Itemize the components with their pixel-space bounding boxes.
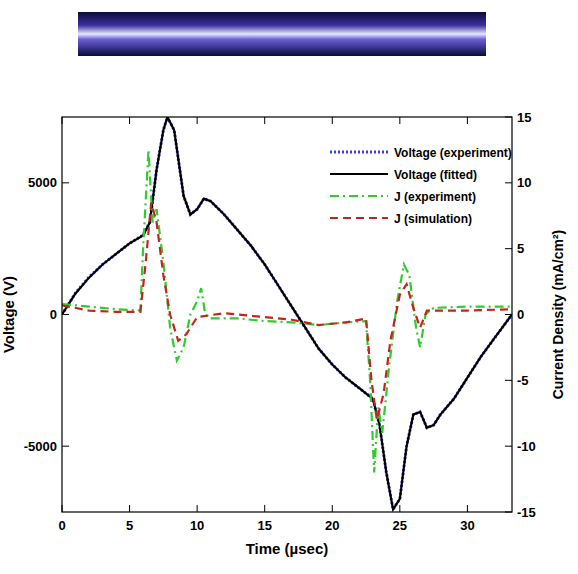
- legend-label: J (experiment): [394, 190, 476, 204]
- legend-label: Voltage (experiment): [394, 146, 512, 160]
- x-tick: [197, 505, 198, 512]
- series-line: [62, 117, 512, 509]
- x-tick: [467, 505, 468, 512]
- x-axis-title: Time (µsec): [246, 540, 329, 557]
- x-tick: [264, 505, 265, 512]
- series-line: [62, 117, 512, 509]
- y-axis-title: Voltage (V): [0, 276, 17, 353]
- x-tick-top: [332, 117, 333, 124]
- y-tick: [62, 182, 69, 183]
- plot-area: [62, 117, 512, 509]
- y2-tick-label: 15: [517, 110, 531, 125]
- x-tick-label: 15: [257, 518, 271, 533]
- discharge-image: [78, 12, 486, 56]
- x-tick-top: [467, 117, 468, 124]
- x-tick-label: 5: [126, 518, 133, 533]
- y-tick: [62, 446, 69, 447]
- y2-tick-label: 5: [517, 241, 524, 256]
- y2-tick-label: -5: [517, 373, 529, 388]
- y-tick-label: 5000: [28, 175, 57, 190]
- x-tick-top: [399, 117, 400, 124]
- y-tick-label: 0: [50, 307, 57, 322]
- chart: 0 5 10 15 20 25 30 -5000 0 5000 -15 -10 -5 0 5 10 15 Volt…: [0, 0, 578, 574]
- legend-swatch: [330, 195, 388, 197]
- x-tick-top: [264, 117, 265, 124]
- x-tick-top: [129, 117, 130, 124]
- x-tick: [129, 505, 130, 512]
- y2-tick: [505, 446, 512, 447]
- x-tick-top: [197, 117, 198, 124]
- legend-label: Voltage (fitted): [394, 168, 477, 182]
- y2-tick-label: -10: [517, 439, 536, 454]
- y2-tick-label: 0: [517, 307, 524, 322]
- series-line: [62, 203, 512, 420]
- y2-tick: [505, 248, 512, 249]
- x-tick: [399, 505, 400, 512]
- y2-tick: [505, 182, 512, 183]
- series-line: [62, 150, 512, 473]
- legend: Voltage (experiment) Voltage (fitted) J (e…: [330, 146, 512, 226]
- plot-frame: [62, 117, 512, 512]
- y-tick-label: -5000: [24, 439, 57, 454]
- legend-swatch: [330, 151, 388, 154]
- y2-axis-title: Current Density (mA/cm²): [550, 230, 566, 400]
- x-tick: [332, 505, 333, 512]
- x-tick-label: 0: [58, 518, 65, 533]
- x-tick-label: 30: [460, 518, 474, 533]
- y2-tick: [505, 380, 512, 381]
- legend-swatch: [330, 173, 388, 175]
- x-tick-label: 20: [325, 518, 339, 533]
- legend-label: J (simulation): [394, 212, 472, 226]
- y2-tick-label: 10: [517, 175, 531, 190]
- legend-swatch: [330, 217, 388, 219]
- x-tick-label: 10: [190, 518, 204, 533]
- x-tick-label: 25: [393, 518, 407, 533]
- y2-tick-label: -15: [517, 505, 536, 520]
